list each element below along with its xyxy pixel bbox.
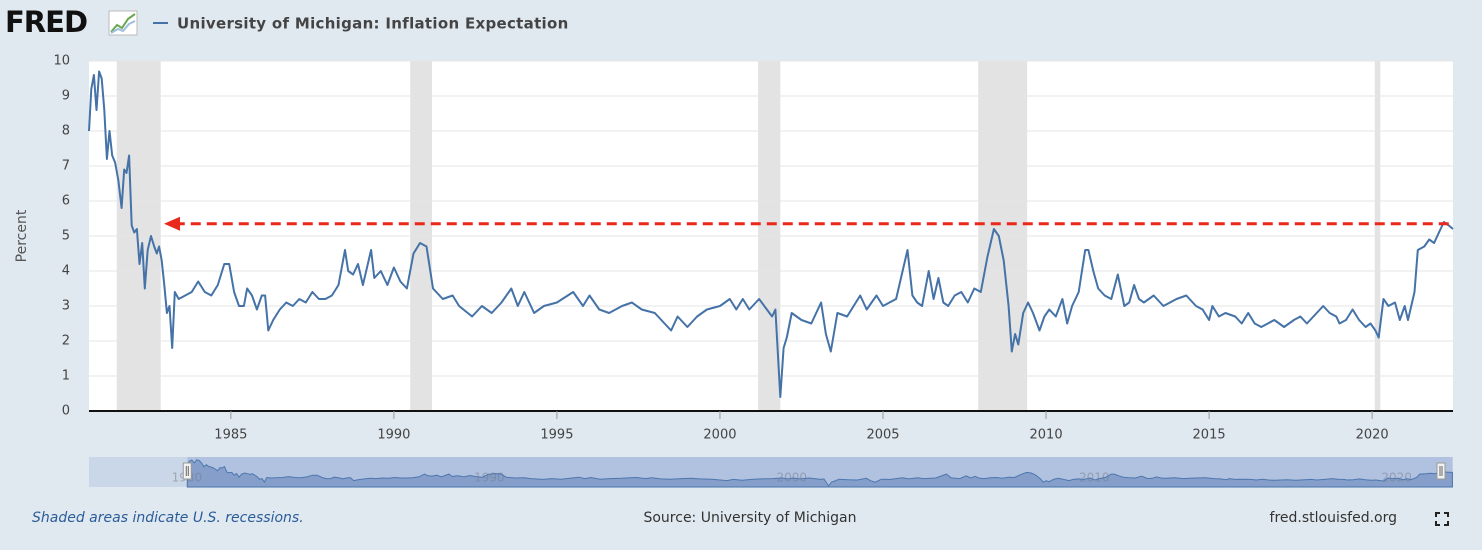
x-tick-label: 2000 [703,428,736,443]
y-tick-label: 4 [62,264,70,279]
y-tick-label: 3 [62,299,70,314]
y-tick-label: 1 [62,369,70,384]
navigator-tick-label: 2020 [1381,471,1412,485]
y-tick-label: 8 [62,124,70,139]
y-tick-label: 0 [62,404,70,419]
legend-label: University of Michigan: Inflation Expect… [177,15,569,33]
navigator-area [186,459,1453,488]
logo-icon [108,10,138,36]
y-tick-label: 10 [53,54,70,69]
series-line [88,70,1454,398]
y-tick-label: 6 [62,194,70,209]
logo[interactable]: FRED [5,5,88,39]
site-link[interactable]: fred.stlouisfed.org [1270,510,1397,526]
x-tick-label: 2005 [866,428,899,443]
navigator-handle[interactable] [182,462,192,480]
y-tick-label: 9 [62,89,70,104]
x-tick-label: 1995 [540,428,573,443]
navigator-handle-grip [182,462,192,480]
x-tick-label: 2015 [1193,428,1226,443]
annotation-arrowhead [163,216,180,231]
x-tick-label: 2010 [1030,428,1063,443]
x-tick-label: 1985 [214,428,247,443]
recession-note: Shaded areas indicate U.S. recessions. [32,510,304,526]
navigator-tick-label: 1990 [474,471,505,485]
navigator-handle-grip [1436,462,1446,480]
y-tick-label: 2 [62,334,70,349]
y-axis-label: Percent [14,209,30,262]
y-tick-label: 5 [62,229,70,244]
navigator-handle[interactable] [1436,462,1446,480]
y-tick-label: 7 [62,159,70,174]
navigator-tick-label: 2010 [1079,471,1110,485]
x-tick-label: 2020 [1356,428,1389,443]
x-tick-label: 1990 [377,428,410,443]
source: Source: University of Michigan [643,510,856,526]
navigator-tick-label: 2000 [777,471,808,485]
fullscreen-icon[interactable] [1435,512,1449,526]
navigator-selection [187,457,1453,487]
